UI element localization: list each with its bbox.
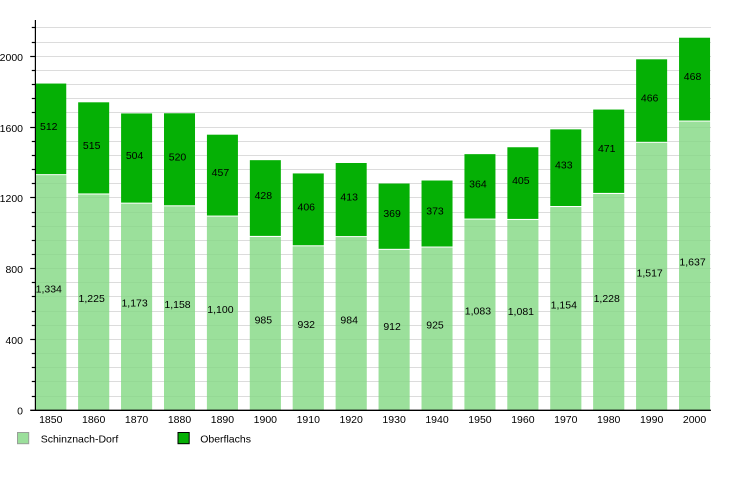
svg-text:912: 912 [383,321,401,333]
svg-text:1600: 1600 [0,123,23,135]
svg-text:406: 406 [298,201,316,213]
svg-text:504: 504 [126,150,144,162]
svg-text:1910: 1910 [297,414,321,426]
svg-text:1,225: 1,225 [79,293,105,305]
svg-text:1980: 1980 [597,414,621,426]
svg-text:433: 433 [555,160,573,172]
svg-text:1990: 1990 [640,414,664,426]
svg-text:413: 413 [340,192,358,204]
svg-text:1850: 1850 [39,414,63,426]
svg-text:985: 985 [255,314,273,326]
svg-text:Schinznach-Dorf: Schinznach-Dorf [41,434,119,446]
svg-text:466: 466 [641,93,659,105]
svg-text:405: 405 [512,175,530,187]
svg-text:1,100: 1,100 [207,304,233,316]
svg-text:800: 800 [5,264,23,276]
svg-text:1860: 1860 [82,414,106,426]
svg-text:1,334: 1,334 [36,283,62,295]
svg-text:400: 400 [5,335,23,347]
svg-text:1930: 1930 [382,414,406,426]
svg-text:925: 925 [426,320,444,332]
svg-text:457: 457 [212,167,230,179]
svg-text:515: 515 [83,140,101,152]
svg-text:1920: 1920 [340,414,364,426]
svg-text:1,228: 1,228 [594,293,620,305]
svg-text:512: 512 [40,121,58,133]
svg-text:1,081: 1,081 [508,306,534,318]
svg-text:468: 468 [684,71,702,83]
svg-text:1970: 1970 [554,414,578,426]
svg-text:1960: 1960 [511,414,535,426]
svg-text:1,154: 1,154 [551,299,577,311]
svg-text:0: 0 [17,406,23,418]
svg-text:520: 520 [169,151,187,163]
svg-text:1900: 1900 [254,414,278,426]
svg-text:428: 428 [255,190,273,202]
svg-text:1,173: 1,173 [121,298,147,310]
svg-text:1950: 1950 [468,414,492,426]
svg-text:1,517: 1,517 [636,267,662,279]
svg-text:2000: 2000 [0,52,23,64]
svg-text:1,158: 1,158 [164,299,190,311]
svg-text:471: 471 [598,143,616,155]
svg-text:1,083: 1,083 [465,306,491,318]
svg-text:369: 369 [383,208,401,220]
svg-text:1200: 1200 [0,193,23,205]
svg-text:1940: 1940 [425,414,449,426]
svg-text:984: 984 [340,314,358,326]
svg-text:Oberflachs: Oberflachs [200,434,251,446]
svg-text:1890: 1890 [211,414,235,426]
svg-text:1,637: 1,637 [679,257,705,269]
svg-text:1870: 1870 [125,414,149,426]
svg-text:373: 373 [426,206,444,218]
svg-text:2000: 2000 [683,414,707,426]
svg-text:364: 364 [469,178,487,190]
svg-text:1880: 1880 [168,414,192,426]
svg-text:932: 932 [298,319,316,331]
